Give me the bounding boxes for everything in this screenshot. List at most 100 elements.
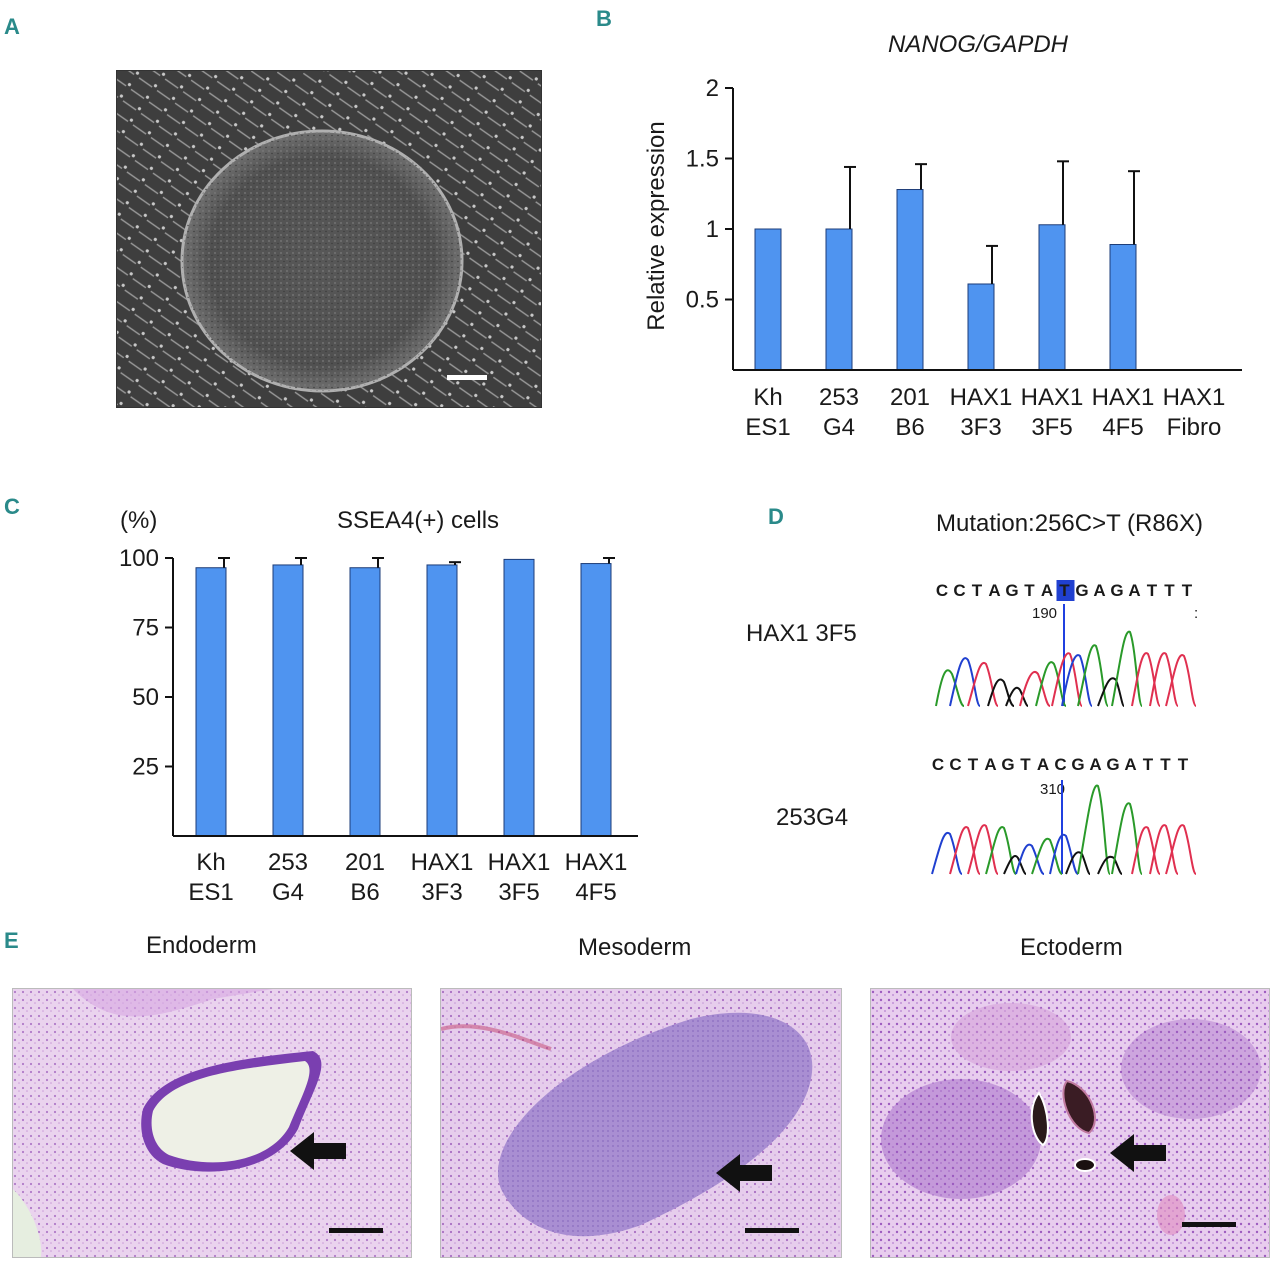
ssea4-chart: SSEA4(+) cells (%) 25 50 75 100 Kh ES1 253 G4 2… [119,507,638,906]
y-tick-label: 25 [132,754,159,781]
trace-peaks-1 [935,630,1197,707]
x-tick-label: 4F5 [1102,414,1143,441]
base-letter: A [984,755,996,774]
scale-bar-endoderm [329,1228,383,1233]
bar [967,283,995,371]
panel-letter-b: B [596,6,612,31]
scale-bar-a [447,375,487,380]
base-letter: T [1147,581,1158,600]
x-tick-label: Kh [196,849,225,876]
endoderm-histology [12,988,412,1258]
bar [580,563,612,837]
y-tick-label: 75 [132,615,159,642]
y-tick-label: 1.5 [686,146,719,173]
y-tick-label: 100 [119,545,159,572]
x-tick-label: HAX1 [565,849,628,876]
x-tick-label: Fibro [1167,414,1222,441]
label-ectoderm: Ectoderm [1020,934,1123,961]
position-310: 310 [1040,781,1065,798]
bar [825,228,853,371]
base-letter: C [932,755,944,774]
bar [272,564,304,837]
base-letter: T [1178,755,1189,774]
x-tick-label: HAX1 [1092,384,1155,411]
nanog-chart: NANOG/GAPDH Relative expression 0.5 1 1.5 2… [643,31,1242,441]
chart-b-ylabel: Relative expression [643,121,670,330]
base-letter: C [1054,755,1066,774]
chart-b-bars [754,160,1140,371]
base-letter: C [949,755,961,774]
sample-label-hax1-3f5: HAX1 3F5 [746,620,857,647]
base-letter: G [1110,581,1123,600]
base-letter: T [1143,755,1154,774]
chart-b-xlabels: Kh ES1 253 G4 201 B6 HAX1 3F3 HAX1 3F5 HAX1 4F5 HAX1… [745,384,1225,441]
base-letter: T [1059,581,1070,600]
bar [503,558,535,837]
base-letter: A [1041,581,1053,600]
bar [349,567,381,837]
chart-c-title: SSEA4(+) cells [337,507,499,534]
chart-c-bars [195,557,615,837]
base-letter: T [1182,581,1193,600]
sample-label-253g4: 253G4 [776,804,849,831]
x-tick-label: HAX1 [950,384,1013,411]
x-tick-label: HAX1 [411,849,474,876]
x-tick-label: ES1 [745,414,790,441]
bar [896,189,924,371]
chart-c-yticks: 25 50 75 100 [119,545,173,781]
x-tick-label: HAX1 [1021,384,1084,411]
base-letter: G [1106,755,1119,774]
colony-micrograph [116,70,542,408]
scale-bar-mesoderm [745,1228,799,1233]
x-tick-label: 201 [890,384,930,411]
x-tick-label: 3F3 [421,879,462,906]
highlight-box [1056,580,1075,601]
panel-letter-e: E [4,928,19,953]
base-letter: C [936,581,948,600]
label-endoderm: Endoderm [146,932,257,959]
base-letter: C [953,581,965,600]
x-tick-label: G4 [823,414,855,441]
ectoderm-histology [870,988,1270,1258]
x-tick-label: B6 [895,414,924,441]
scale-bar-ectoderm [1182,1222,1236,1227]
x-tick-label: HAX1 [488,849,551,876]
x-tick-label: G4 [272,879,304,906]
x-tick-label: 4F5 [575,879,616,906]
base-letter: T [1160,755,1171,774]
y-tick-label: 1 [706,216,719,243]
chart-c-xlabels: Kh ES1 253 G4 201 B6 HAX1 3F3 HAX1 3F5 HAX1 4F5 [188,849,627,906]
base-letter: G [1005,581,1018,600]
base-letter: A [1128,581,1140,600]
x-tick-label: Kh [753,384,782,411]
panel-letter-d: D [768,504,784,529]
y-tick-label: 50 [132,684,159,711]
base-letter: T [968,755,979,774]
position-190: 190 [1032,605,1057,622]
mesoderm-histology [440,988,842,1258]
chart-b-yticks: 0.5 1 1.5 2 [686,75,733,314]
x-tick-label: 3F5 [498,879,539,906]
x-tick-label: ES1 [188,879,233,906]
base-letter: G [1071,755,1084,774]
base-letter: A [1037,755,1049,774]
base-letter: A [1124,755,1136,774]
base-letter: A [988,581,1000,600]
x-tick-label: 201 [345,849,385,876]
base-letter: G [1001,755,1014,774]
base-letter: T [1024,581,1035,600]
chart-c-ylabel: (%) [120,507,157,534]
label-mesoderm: Mesoderm [578,934,692,961]
base-letter: T [1164,581,1175,600]
panel-letter-a: A [4,14,20,39]
x-tick-label: 253 [268,849,308,876]
y-tick-label: 2 [706,75,719,102]
base-letter: G [1075,581,1088,600]
trailer-mark: : [1194,605,1198,622]
base-letter: T [972,581,983,600]
panel-letter-c: C [4,494,20,519]
